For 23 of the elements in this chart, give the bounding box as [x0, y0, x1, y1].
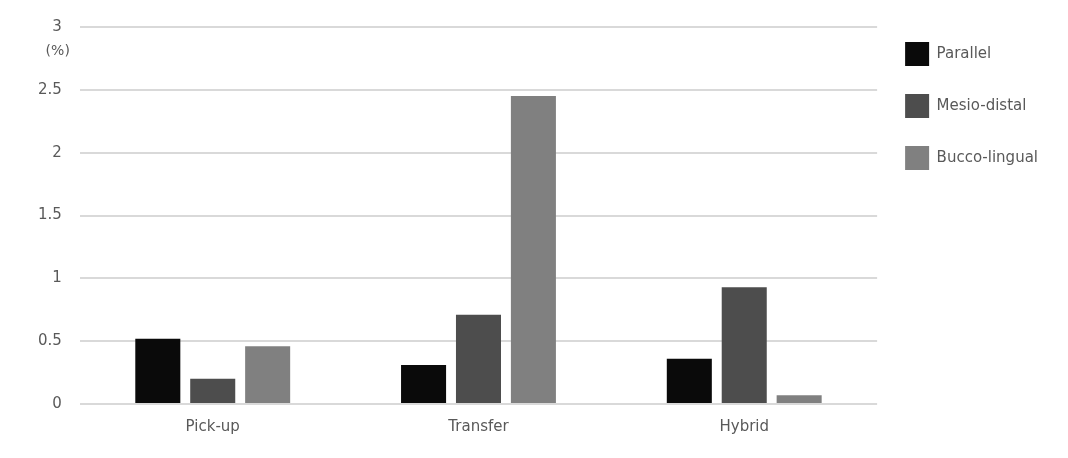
- y-tick-label: 2: [52, 142, 62, 161]
- legend-label: Bucco-lingual: [936, 147, 1038, 166]
- y-tick-label: 3: [52, 16, 62, 35]
- bar: [401, 365, 447, 403]
- bar: [721, 287, 767, 403]
- y-tick-label: 0.5: [38, 331, 62, 350]
- bar: [190, 378, 236, 403]
- y-tick-label: 1: [52, 268, 62, 287]
- y-tick-label: 1.5: [38, 205, 62, 224]
- bar: [135, 338, 181, 403]
- bar: [776, 395, 822, 403]
- y-tick-label: 2.5: [38, 79, 62, 98]
- x-tick-label: Transfer: [447, 416, 510, 435]
- bar: [666, 358, 712, 403]
- bar: [245, 346, 291, 403]
- x-tick-label: Pick-up: [185, 416, 240, 435]
- x-tick-label: Hybrid: [719, 416, 770, 435]
- y-axis-title: (%): [45, 41, 70, 58]
- y-tick-label: 0: [52, 393, 62, 412]
- bar: [510, 96, 556, 403]
- legend-label: Parallel: [936, 43, 992, 62]
- legend-label: Mesio-distal: [936, 95, 1027, 114]
- bar: [455, 314, 501, 403]
